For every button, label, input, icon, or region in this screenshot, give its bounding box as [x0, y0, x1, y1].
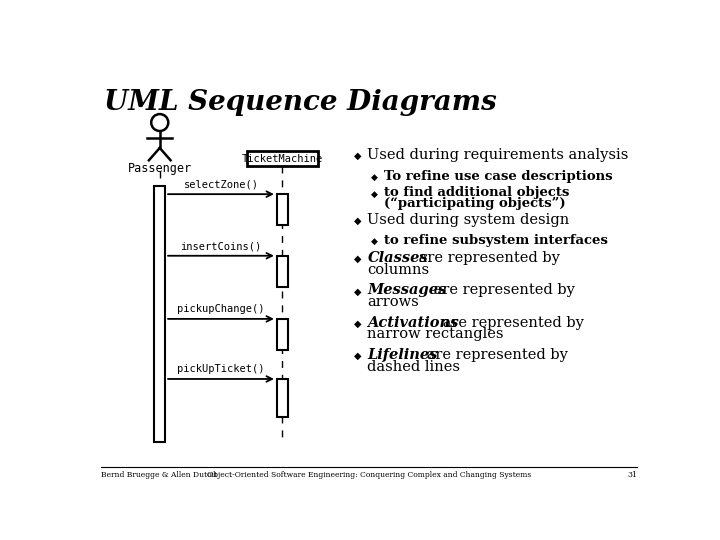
Bar	[276, 194, 287, 225]
Bar	[276, 256, 287, 287]
Text: ◆: ◆	[354, 254, 361, 264]
Text: ◆: ◆	[371, 237, 378, 246]
Text: UML Sequence Diagrams: UML Sequence Diagrams	[104, 90, 497, 117]
Text: TicketMachine: TicketMachine	[242, 154, 323, 164]
Bar	[276, 319, 287, 350]
Text: are represented by: are represented by	[422, 348, 568, 362]
Text: narrow rectangles: narrow rectangles	[367, 327, 504, 341]
Text: ◆: ◆	[354, 215, 361, 226]
Text: Object-Oriented Software Engineering: Conquering Complex and Changing Systems: Object-Oriented Software Engineering: Co…	[207, 470, 531, 478]
Text: columns: columns	[367, 262, 430, 276]
Text: ◆: ◆	[354, 319, 361, 329]
Text: Used during requirements analysis: Used during requirements analysis	[367, 148, 629, 162]
Bar	[154, 186, 165, 442]
Text: insertCoins(): insertCoins()	[180, 241, 261, 251]
Text: pickUpTicket(): pickUpTicket()	[177, 364, 265, 374]
Text: ◆: ◆	[354, 151, 361, 161]
Text: are represented by: are represented by	[438, 316, 584, 330]
Text: Used during system design: Used during system design	[367, 213, 570, 227]
Text: are represented by: are represented by	[415, 251, 560, 265]
Text: dashed lines: dashed lines	[367, 360, 461, 374]
Text: to find additional objects: to find additional objects	[384, 186, 570, 199]
Text: ◆: ◆	[371, 173, 378, 181]
Bar	[246, 151, 318, 166]
Text: to refine subsystem interfaces: to refine subsystem interfaces	[384, 234, 608, 247]
Text: ◆: ◆	[354, 287, 361, 296]
Text: are represented by: are represented by	[429, 284, 575, 298]
Text: ◆: ◆	[371, 190, 378, 199]
Text: Passenger: Passenger	[127, 162, 192, 175]
Text: Lifelines: Lifelines	[367, 348, 438, 362]
Text: ◆: ◆	[354, 351, 361, 361]
Text: arrows: arrows	[367, 295, 419, 309]
Text: pickupChange(): pickupChange()	[177, 304, 265, 314]
Text: Messages: Messages	[367, 284, 446, 298]
Bar	[276, 379, 287, 417]
Text: (“participating objects”): (“participating objects”)	[384, 197, 566, 210]
Text: To refine use case descriptions: To refine use case descriptions	[384, 170, 613, 183]
Text: 31: 31	[627, 470, 637, 478]
Text: Bernd Bruegge & Allen Dutoit: Bernd Bruegge & Allen Dutoit	[101, 470, 217, 478]
Text: Classes: Classes	[367, 251, 428, 265]
Text: Activations: Activations	[367, 316, 459, 330]
Text: selectZone(): selectZone()	[184, 179, 258, 190]
